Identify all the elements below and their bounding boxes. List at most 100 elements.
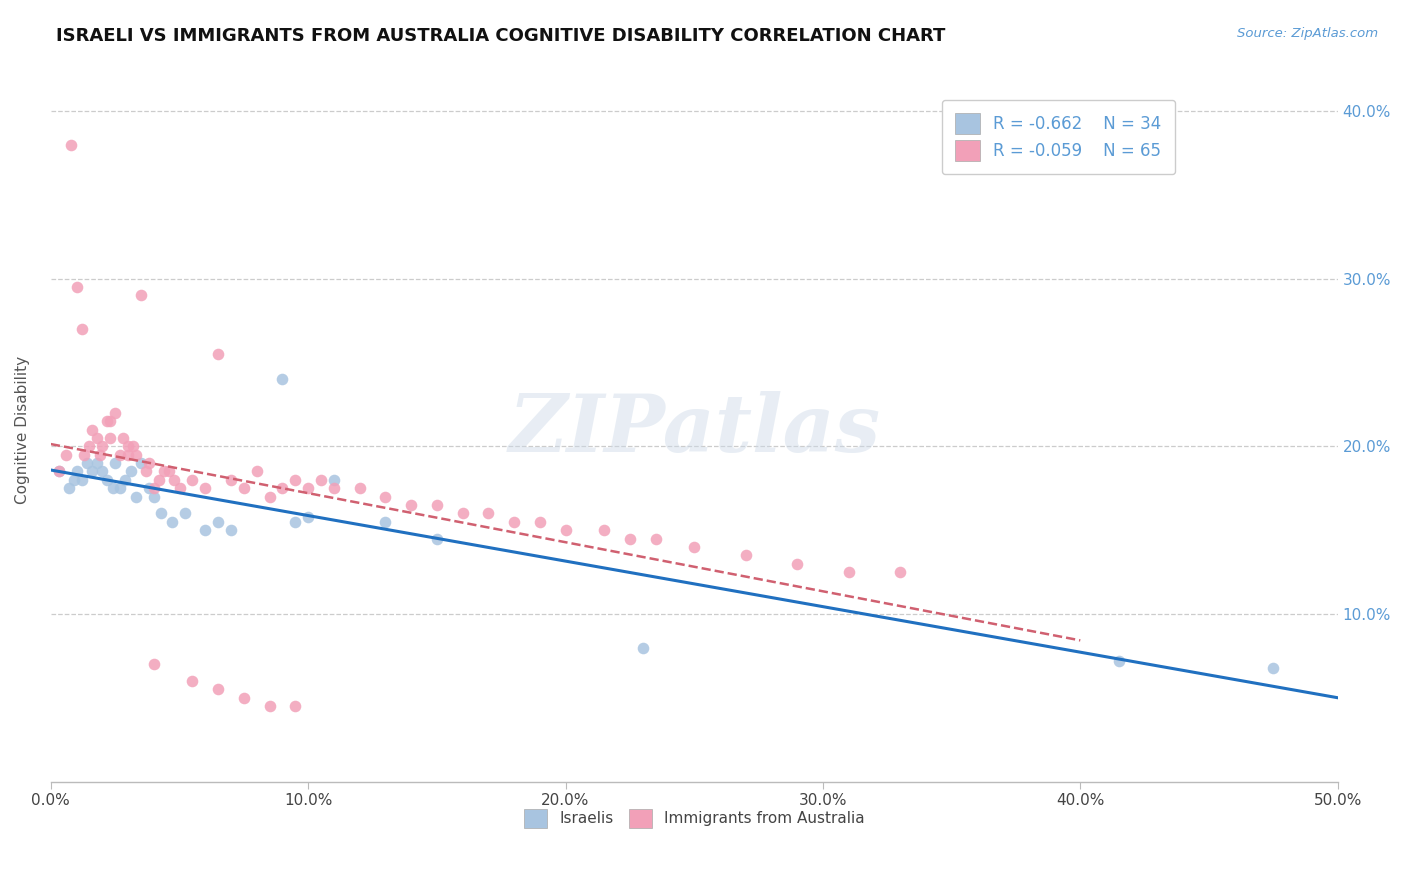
Point [477, 507, 499, 521]
Point [838, 565, 860, 579]
Point [271, 372, 294, 386]
Point [150, 507, 173, 521]
Point [114, 473, 136, 487]
Point [734, 549, 756, 563]
Point [451, 507, 474, 521]
Point [309, 473, 332, 487]
Point [297, 509, 319, 524]
Point [297, 481, 319, 495]
Point [138, 481, 160, 495]
Point [148, 473, 170, 487]
Point [48, 465, 70, 479]
Point [259, 699, 281, 714]
Point [207, 682, 229, 697]
Point [593, 523, 616, 537]
Point [644, 532, 666, 546]
Point [232, 690, 254, 705]
Point [86, 431, 108, 445]
Point [219, 473, 242, 487]
Text: Source: ZipAtlas.com: Source: ZipAtlas.com [1237, 27, 1378, 40]
Point [142, 657, 165, 672]
Point [169, 481, 191, 495]
Point [529, 515, 551, 529]
Point [89, 448, 111, 462]
Point [138, 456, 160, 470]
Point [284, 473, 307, 487]
Point [163, 473, 186, 487]
Point [76, 456, 98, 470]
Point [65, 280, 87, 294]
Point [98, 431, 121, 445]
Point [207, 515, 229, 529]
Text: ISRAELI VS IMMIGRANTS FROM AUSTRALIA COGNITIVE DISABILITY CORRELATION CHART: ISRAELI VS IMMIGRANTS FROM AUSTRALIA COG… [56, 27, 946, 45]
Point [349, 481, 371, 495]
Point [73, 448, 96, 462]
Point [104, 456, 127, 470]
Point [194, 481, 217, 495]
Point [259, 490, 281, 504]
Y-axis label: Cognitive Disability: Cognitive Disability [15, 356, 30, 504]
Point [1108, 654, 1130, 668]
Point [129, 456, 152, 470]
Point [98, 414, 121, 428]
Point [323, 473, 346, 487]
Point [232, 481, 254, 495]
Point [426, 498, 449, 512]
Point [181, 674, 204, 689]
Point [91, 439, 114, 453]
Point [110, 448, 132, 462]
Point [91, 465, 114, 479]
Point [631, 640, 654, 655]
Point [173, 507, 195, 521]
Point [86, 456, 108, 470]
Point [153, 465, 176, 479]
Point [96, 414, 118, 428]
Point [129, 288, 152, 302]
Point [399, 498, 422, 512]
Point [284, 699, 307, 714]
Point [207, 347, 229, 361]
Point [70, 473, 93, 487]
Point [48, 465, 70, 479]
Point [55, 448, 77, 462]
Point [683, 540, 706, 554]
Point [1263, 660, 1285, 674]
Text: ZIPatlas: ZIPatlas [508, 391, 880, 468]
Point [120, 465, 142, 479]
Point [60, 137, 83, 152]
Point [142, 490, 165, 504]
Point [117, 448, 139, 462]
Point [80, 423, 103, 437]
Point [110, 481, 132, 495]
Point [160, 515, 183, 529]
Point [374, 515, 396, 529]
Legend: Israelis, Immigrants from Australia: Israelis, Immigrants from Australia [517, 803, 870, 834]
Point [181, 473, 204, 487]
Point [142, 481, 165, 495]
Point [122, 439, 145, 453]
Point [125, 490, 148, 504]
Point [503, 515, 526, 529]
Point [125, 448, 148, 462]
Point [426, 532, 449, 546]
Point [70, 322, 93, 336]
Point [271, 481, 294, 495]
Point [284, 515, 307, 529]
Point [619, 532, 641, 546]
Point [104, 406, 127, 420]
Point [80, 465, 103, 479]
Point [111, 431, 134, 445]
Point [117, 439, 139, 453]
Point [194, 523, 217, 537]
Point [889, 565, 911, 579]
Point [246, 465, 269, 479]
Point [79, 439, 101, 453]
Point [135, 465, 157, 479]
Point [374, 490, 396, 504]
Point [58, 481, 80, 495]
Point [63, 473, 86, 487]
Point [101, 481, 124, 495]
Point [786, 557, 808, 571]
Point [65, 465, 87, 479]
Point [554, 523, 576, 537]
